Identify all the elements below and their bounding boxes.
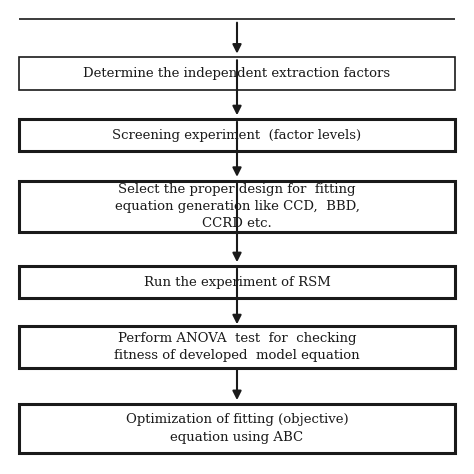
Text: Optimization of fitting (objective): Optimization of fitting (objective) [126, 413, 348, 426]
FancyBboxPatch shape [19, 119, 455, 151]
Text: fitness of developed  model equation: fitness of developed model equation [114, 349, 360, 362]
Text: Select the proper design for  fitting: Select the proper design for fitting [118, 182, 356, 196]
Text: equation generation like CCD,  BBD,: equation generation like CCD, BBD, [115, 200, 359, 213]
Text: Run the experiment of RSM: Run the experiment of RSM [144, 275, 330, 289]
FancyBboxPatch shape [19, 57, 455, 90]
Text: Determine the independent extraction factors: Determine the independent extraction fac… [83, 67, 391, 80]
Text: equation using ABC: equation using ABC [171, 431, 303, 444]
Text: Perform ANOVA  test  for  checking: Perform ANOVA test for checking [118, 332, 356, 345]
FancyBboxPatch shape [19, 181, 455, 232]
FancyBboxPatch shape [19, 404, 455, 453]
FancyBboxPatch shape [19, 326, 455, 368]
Text: Screening experiment  (factor levels): Screening experiment (factor levels) [112, 128, 362, 142]
Text: CCRD etc.: CCRD etc. [202, 217, 272, 230]
FancyBboxPatch shape [19, 266, 455, 298]
